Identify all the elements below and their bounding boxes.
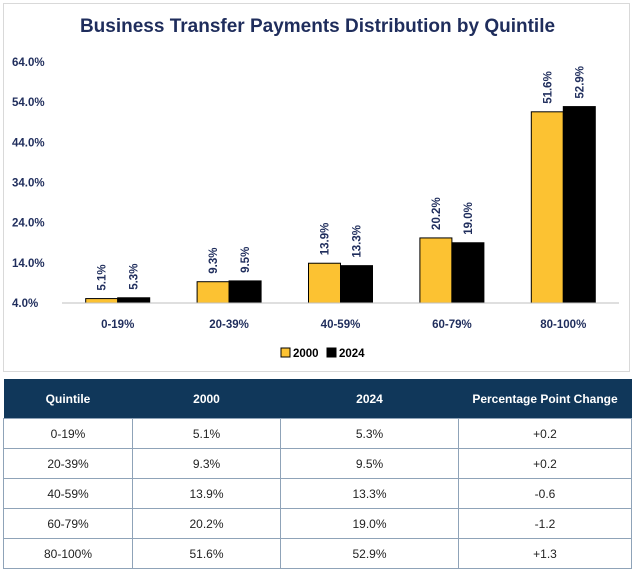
data-label: 20.2% [431,197,443,230]
bar-2000-0-19% [85,298,119,304]
y-tick-label: 14.0% [12,258,45,270]
cell-quintile: 20-39% [3,448,133,479]
x-tick-label: 80-100% [540,319,586,331]
header-2024: 2024 [280,379,459,419]
chart-title: Business Transfer Payments Distribution … [79,16,556,37]
x-tick-label: 60-79% [432,319,472,331]
cell-quintile: 60-79% [3,508,133,539]
cell-change: +0.2 [458,418,632,449]
data-label: 52.9% [574,66,586,99]
bar-chart: 4.0% 14.0% 24.0% 34.0% 44.0% 54.0% 64.0% 5.1% 5.… [12,57,619,360]
cell-quintile: 0-19% [3,418,133,449]
cell-quintile: 80-100% [3,538,133,569]
legend-label-2000: 2000 [293,348,319,360]
data-label: 13.9% [320,223,332,256]
cell-2000: 20.2% [132,508,281,539]
x-tick-label: 40-59% [321,319,361,331]
data-label: 9.5% [240,247,252,273]
bar-2024-60-79% [451,242,485,304]
table-row: 80-100% 51.6% 52.9% +1.3 [3,538,632,569]
cell-change: +1.3 [458,538,632,569]
legend-label-2024: 2024 [339,348,365,360]
table-header-row: Quintile 2000 2024 Percentage Point Chan… [3,379,632,419]
y-tick-label: 4.0% [12,298,38,310]
x-tick-label: 20-39% [209,319,249,331]
y-tick-label: 34.0% [12,178,45,190]
table-row: 40-59% 13.9% 13.3% -0.6 [3,478,632,509]
table-row: 0-19% 5.1% 5.3% +0.2 [3,418,632,449]
bar-2000-20-39% [196,281,230,304]
bar-2000-80-100% [530,111,564,304]
y-tick-label: 54.0% [12,97,45,109]
bar-2024-40-59% [340,265,373,304]
table-row: 20-39% 9.3% 9.5% +0.2 [3,448,632,479]
bar-2024-20-39% [228,280,262,304]
data-label: 13.3% [352,225,364,258]
y-tick-label: 44.0% [12,137,45,149]
data-label: 19.0% [463,202,475,235]
bar-2000-40-59% [308,262,341,304]
cell-2000: 13.9% [132,478,281,509]
cell-2000: 51.6% [132,538,281,569]
cell-change: -0.6 [458,478,632,509]
cell-change: +0.2 [458,448,632,479]
bar-2024-0-19% [117,297,151,304]
chart-panel: Business Transfer Payments Distribution … [3,3,630,372]
header-2000: 2000 [132,379,281,419]
data-label: 51.6% [542,71,554,104]
data-label: 9.3% [208,247,220,273]
cell-2024: 5.3% [280,418,459,449]
cell-2024: 19.0% [280,508,459,539]
legend-swatch-2000 [280,347,291,358]
data-table: Quintile 2000 2024 Percentage Point Chan… [3,379,632,569]
cell-2024: 52.9% [280,538,459,569]
header-percentage-point-change: Percentage Point Change [458,379,632,419]
y-tick-label: 64.0% [12,57,45,69]
cell-2024: 13.3% [280,478,459,509]
legend-swatch-2024 [326,347,337,358]
cell-change: -1.2 [458,508,632,539]
y-tick-label: 24.0% [12,218,45,230]
header-quintile: Quintile [3,379,133,419]
cell-2024: 9.5% [280,448,459,479]
cell-2000: 5.1% [132,418,281,449]
cell-quintile: 40-59% [3,478,133,509]
data-label: 5.1% [97,264,109,290]
data-label: 5.3% [129,264,141,290]
bar-2024-80-100% [562,106,596,304]
x-tick-label: 0-19% [101,319,134,331]
table-row: 60-79% 20.2% 19.0% -1.2 [3,508,632,539]
cell-2000: 9.3% [132,448,281,479]
bar-2000-60-79% [419,237,453,304]
